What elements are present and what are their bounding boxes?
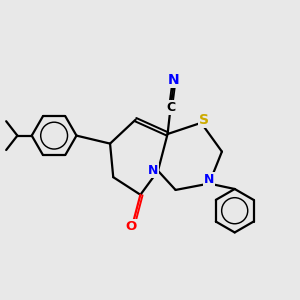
Text: N: N <box>204 173 214 186</box>
Text: N: N <box>148 164 158 177</box>
Text: S: S <box>199 113 209 127</box>
Text: N: N <box>168 73 180 87</box>
Text: C: C <box>166 101 175 114</box>
Text: O: O <box>125 220 136 233</box>
